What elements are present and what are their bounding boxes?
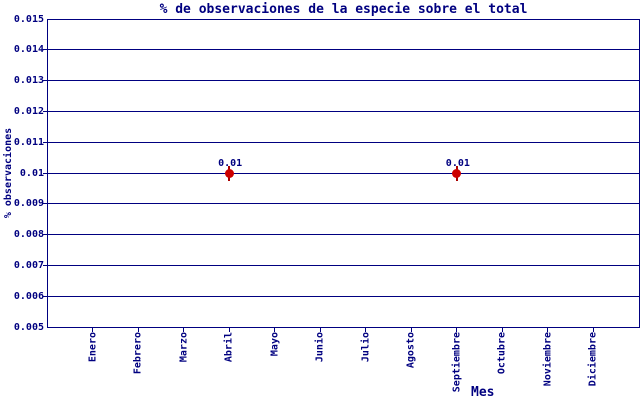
- x-tick-label: Febrero: [132, 332, 144, 375]
- x-tick-label: Octubre: [496, 332, 508, 375]
- x-tick-mark: [592, 328, 594, 332]
- y-tick-label: 0.015: [13, 13, 44, 25]
- x-tick-label: Marzo: [178, 332, 190, 363]
- gridline: [43, 264, 639, 266]
- data-point: [224, 168, 234, 178]
- x-tick-label: Enero: [87, 332, 99, 363]
- x-tick-mark: [319, 328, 321, 332]
- y-tick-label: 0.011: [13, 136, 44, 148]
- x-tick-label: Abril: [223, 332, 235, 363]
- x-tick-mark: [547, 328, 549, 332]
- x-tick-mark: [228, 328, 230, 332]
- gridline: [43, 110, 639, 112]
- gridline: [43, 234, 639, 236]
- x-tick-label: Julio: [360, 332, 372, 363]
- x-tick-mark: [137, 328, 139, 332]
- x-tick-mark: [410, 328, 412, 332]
- y-tick-label: 0.012: [13, 105, 44, 117]
- gridline: [43, 295, 639, 297]
- chart-title: % de observaciones de la especie sobre e…: [159, 2, 528, 17]
- x-tick-mark: [183, 328, 185, 332]
- gridline: [43, 141, 639, 143]
- data-point-label: 0.01: [218, 158, 243, 169]
- x-tick-label: Junio: [314, 332, 326, 363]
- gridline: [43, 172, 639, 174]
- x-tick-mark: [456, 328, 458, 332]
- y-tick-label: 0.01: [19, 167, 44, 179]
- x-tick-label: Septiembre: [451, 332, 463, 393]
- gridline: [43, 203, 639, 205]
- y-tick-label: 0.005: [13, 321, 44, 333]
- x-tick-label: Diciembre: [587, 332, 599, 387]
- y-tick-label: 0.014: [13, 44, 44, 56]
- x-axis-title: Mes: [471, 385, 495, 400]
- x-tick-mark: [92, 328, 94, 332]
- x-tick-mark: [274, 328, 276, 332]
- x-tick-label: Mayo: [269, 332, 281, 357]
- x-tick-mark: [501, 328, 503, 332]
- data-point: [452, 168, 462, 178]
- gridline: [43, 80, 639, 82]
- x-tick-label: Agosto: [405, 332, 417, 369]
- y-tick-label: 0.006: [13, 290, 44, 302]
- y-tick-label: 0.009: [13, 198, 44, 210]
- x-tick-mark: [365, 328, 367, 332]
- y-tick-label: 0.008: [13, 229, 44, 241]
- plot-area: [47, 19, 640, 328]
- data-point-label: 0.01: [445, 158, 470, 169]
- y-tick-label: 0.007: [13, 259, 44, 271]
- gridline: [43, 49, 639, 51]
- x-tick-label: Noviembre: [542, 332, 554, 387]
- y-tick-label: 0.013: [13, 75, 44, 87]
